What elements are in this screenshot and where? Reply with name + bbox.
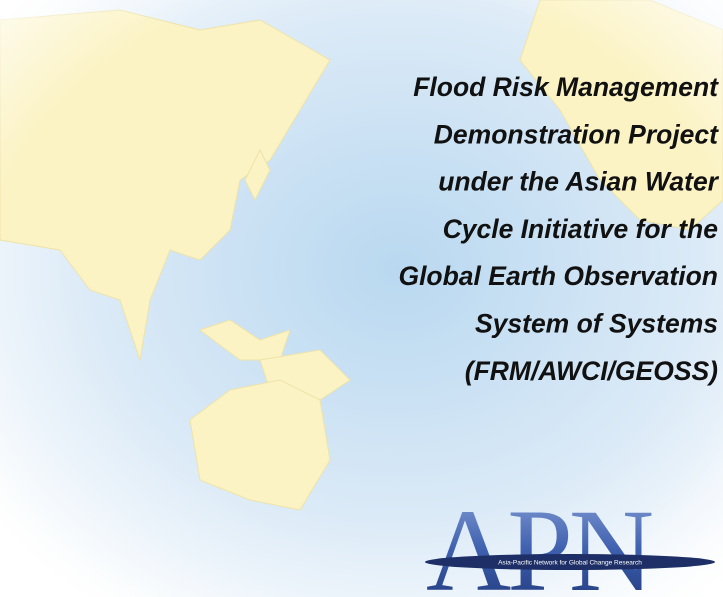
title-line: Demonstration Project: [434, 119, 719, 149]
title-line: under the Asian Water: [438, 167, 719, 197]
logo-acronym: APN: [426, 485, 652, 597]
title: Flood Risk Management Demonstration Proje…: [398, 72, 719, 386]
logo-banner: [425, 554, 715, 570]
title-line: (FRM/AWCI/GEOSS): [465, 356, 718, 386]
title-line: Flood Risk Management: [413, 72, 719, 102]
title-line: Global Earth Observation: [398, 261, 718, 291]
title-line: Cycle Initiative for the: [443, 214, 718, 244]
logo-name: Asia-Pacific Network for Global Change R…: [498, 560, 642, 567]
title-line: System of Systems: [475, 309, 718, 339]
apn-logo: APN Asia-Pacific Network for Global Chan…: [425, 485, 715, 597]
